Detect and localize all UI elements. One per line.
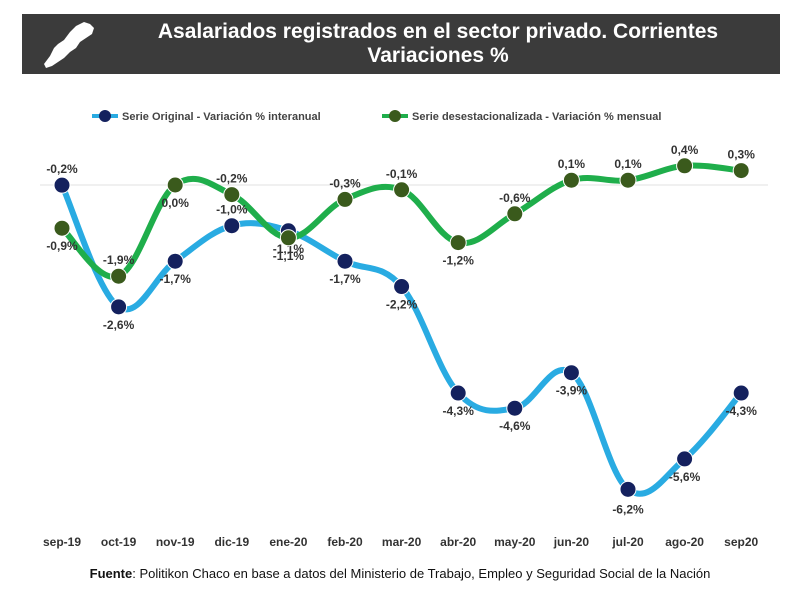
series-original-point — [393, 278, 411, 296]
series-desest-data-label: -1,1% — [273, 249, 305, 263]
series-desest-point — [110, 267, 128, 285]
x-tick-label: jun-20 — [553, 535, 590, 549]
series-desest-point — [619, 171, 637, 189]
series-original-data-label: -5,6% — [669, 470, 701, 484]
series-original-data-label: -4,6% — [499, 419, 531, 433]
x-tick-label: jul-20 — [611, 535, 644, 549]
series-original-data-label: -0,2% — [46, 162, 78, 176]
series-desest-point — [562, 171, 580, 189]
x-tick-label: may-20 — [494, 535, 536, 549]
series-desest-point — [53, 219, 71, 237]
series-original-point — [223, 217, 241, 235]
series-desest-data-label: 0,4% — [671, 143, 699, 157]
title-line-1: Asalariados registrados en el sector pri… — [157, 20, 719, 43]
source-text: : Politikon Chaco en base a datos del Mi… — [132, 566, 711, 581]
series-desest-point — [732, 162, 750, 180]
x-tick-label: nov-19 — [156, 535, 195, 549]
series-original-point — [53, 176, 71, 194]
series-desest-data-label: -0,2% — [216, 172, 248, 186]
series-original-point — [449, 384, 467, 402]
x-tick-label: mar-20 — [382, 535, 422, 549]
series-original-point — [732, 384, 750, 402]
series-original-point — [619, 480, 637, 498]
series-desest-data-label: -1,9% — [103, 253, 135, 267]
legend-desest-swatch-marker — [389, 110, 401, 122]
series-original-point — [336, 252, 354, 270]
series-original-data-label: -4,3% — [726, 404, 758, 418]
x-tick-label: oct-19 — [101, 535, 137, 549]
series-desest-point — [393, 181, 411, 199]
series-desest-point — [506, 205, 524, 223]
series-desest-data-label: 0,1% — [614, 157, 642, 171]
series-desest-point — [223, 186, 241, 204]
series-desest-point — [336, 190, 354, 208]
series-original-data-label: -3,9% — [556, 384, 588, 398]
series-original-data-label: -6,2% — [612, 502, 644, 516]
series-original-data-label: -1,0% — [216, 203, 248, 217]
series-desest-data-label: -0,3% — [329, 176, 361, 190]
series-desest-data-label: -0,6% — [499, 191, 531, 205]
x-tick-label: ago-20 — [665, 535, 704, 549]
series-desest-data-label: 0,3% — [728, 148, 756, 162]
title-line-2: Variaciones % — [367, 44, 509, 67]
x-tick-label: abr-20 — [440, 535, 476, 549]
series-original-data-label: -2,2% — [386, 298, 418, 312]
legend-desest-label: Serie desestacionalizada - Variación % m… — [412, 111, 661, 123]
series-original-data-label: -1,1% — [273, 242, 305, 256]
series-desest-data-label: -1,2% — [443, 254, 475, 268]
series-original-line — [59, 182, 745, 497]
legend-original-swatch-marker — [99, 110, 111, 122]
series-desest-point — [279, 229, 297, 247]
series-desest-data-label: 0,0% — [162, 196, 190, 210]
x-tick-label: sep20 — [724, 535, 758, 549]
x-tick-label: ene-20 — [269, 535, 307, 549]
series-desest-data-label: -0,9% — [46, 239, 78, 253]
series-original-point — [562, 364, 580, 382]
series-original-data-label: -2,6% — [103, 318, 135, 332]
series-desest-point — [166, 176, 184, 194]
x-tick-label: sep-19 — [43, 535, 81, 549]
series-original-point — [506, 399, 524, 417]
series-original-data-label: -1,7% — [329, 272, 361, 286]
x-tick-label: feb-20 — [327, 535, 363, 549]
corrientes-map-icon — [44, 22, 94, 68]
series-desest-point — [449, 234, 467, 252]
line-chart: -0,2% -2,6% -1,7% -1,0% -1,1% -1,7% -2,2% -4,3%… — [40, 110, 768, 549]
series-desest-data-label: 0,1% — [558, 157, 586, 171]
series-original-point — [676, 450, 694, 468]
x-tick-label: dic-19 — [214, 535, 249, 549]
series-desest-data-label: -0,1% — [386, 167, 418, 181]
series-desest-point — [676, 157, 694, 175]
source-note: Fuente: Politikon Chaco en base a datos … — [0, 566, 800, 581]
series-original-point — [110, 298, 128, 316]
series-original-data-label: -4,3% — [443, 404, 475, 418]
title-bar: Asalariados registrados en el sector pri… — [22, 14, 780, 74]
series-original-data-label: -1,7% — [160, 272, 192, 286]
source-label: Fuente — [89, 566, 133, 581]
chart-title: Asalariados registrados en el sector pri… — [104, 20, 772, 68]
legend-original-label: Serie Original - Variación % interanual — [122, 111, 321, 123]
series-original-point — [166, 252, 184, 270]
